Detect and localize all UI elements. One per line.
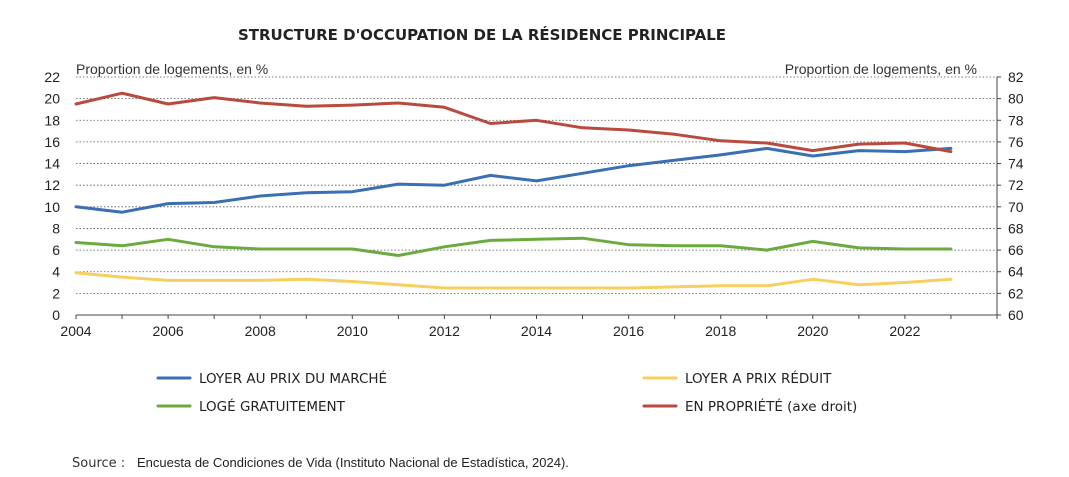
legend-label: EN PROPRIÉTÉ (axe droit): [685, 398, 857, 415]
y-right-tick-label: 66: [1008, 242, 1024, 258]
legend-label: LOGÉ GRATUITEMENT: [199, 398, 346, 415]
series-line: [74, 91, 953, 154]
y-right-tick-label: 60: [1008, 307, 1024, 323]
x-tick-label: 2014: [521, 323, 552, 339]
y-right-tick-label: 64: [1008, 264, 1024, 280]
series-lines: [74, 91, 953, 290]
source-text: Encuesta de Condiciones de Vida (Institu…: [137, 455, 569, 470]
y-left-tick-label: 4: [52, 264, 60, 280]
series-line: [74, 271, 953, 290]
x-tick-label: 2020: [797, 323, 828, 339]
series-line: [74, 146, 953, 214]
grid: [76, 76, 997, 294]
y-left-tick-label: 14: [44, 156, 60, 172]
y-right-tick-label: 74: [1008, 156, 1024, 172]
y-left-tick-label: 6: [52, 242, 60, 258]
legend-label: LOYER AU PRIX DU MARCHÉ: [199, 370, 387, 387]
x-tick-label: 2022: [889, 323, 920, 339]
x-tick-label: 2010: [337, 323, 368, 339]
y-axis-right-title: Proportion de logements, en %: [785, 61, 977, 77]
y-left-tick-label: 2: [52, 285, 60, 301]
y-left-tick-label: 22: [44, 69, 60, 85]
y-left-tick-label: 12: [44, 177, 60, 193]
y-left-tick-label: 0: [52, 307, 60, 323]
x-tick-label: 2018: [705, 323, 736, 339]
y-left-tick-label: 10: [44, 199, 60, 215]
x-tick-label: 2006: [153, 323, 184, 339]
y-left-tick-label: 18: [44, 112, 60, 128]
legend: LOYER AU PRIX DU MARCHÉ LOYER A PRIX RÉDU…: [156, 370, 857, 415]
y-right-tick-label: 82: [1008, 69, 1024, 85]
chart-title: STRUCTURE D'OCCUPATION DE LA RÉSIDENCE P…: [238, 25, 726, 44]
y-left-tick-label: 20: [44, 91, 60, 107]
x-tick-label: 2008: [245, 323, 276, 339]
y-right-tick-label: 70: [1008, 199, 1024, 215]
y-axis-left-title: Proportion de logements, en %: [76, 61, 268, 77]
y-right-tick-label: 68: [1008, 220, 1024, 236]
y-left-tick-label: 8: [52, 220, 60, 236]
y-right-tick-label: 78: [1008, 112, 1024, 128]
y-right-tick-label: 72: [1008, 177, 1024, 193]
y-left-tick-label: 16: [44, 134, 60, 150]
x-tick-label: 2012: [429, 323, 460, 339]
y-right-tick-label: 80: [1008, 91, 1024, 107]
series-line: [74, 236, 953, 257]
y-right-tick-label: 76: [1008, 134, 1024, 150]
source-label: Source :: [72, 456, 125, 471]
y-right-tick-label: 62: [1008, 285, 1024, 301]
x-tick-label: 2016: [613, 323, 644, 339]
legend-label: LOYER A PRIX RÉDUIT: [685, 370, 832, 387]
x-tick-label: 2004: [60, 323, 91, 339]
